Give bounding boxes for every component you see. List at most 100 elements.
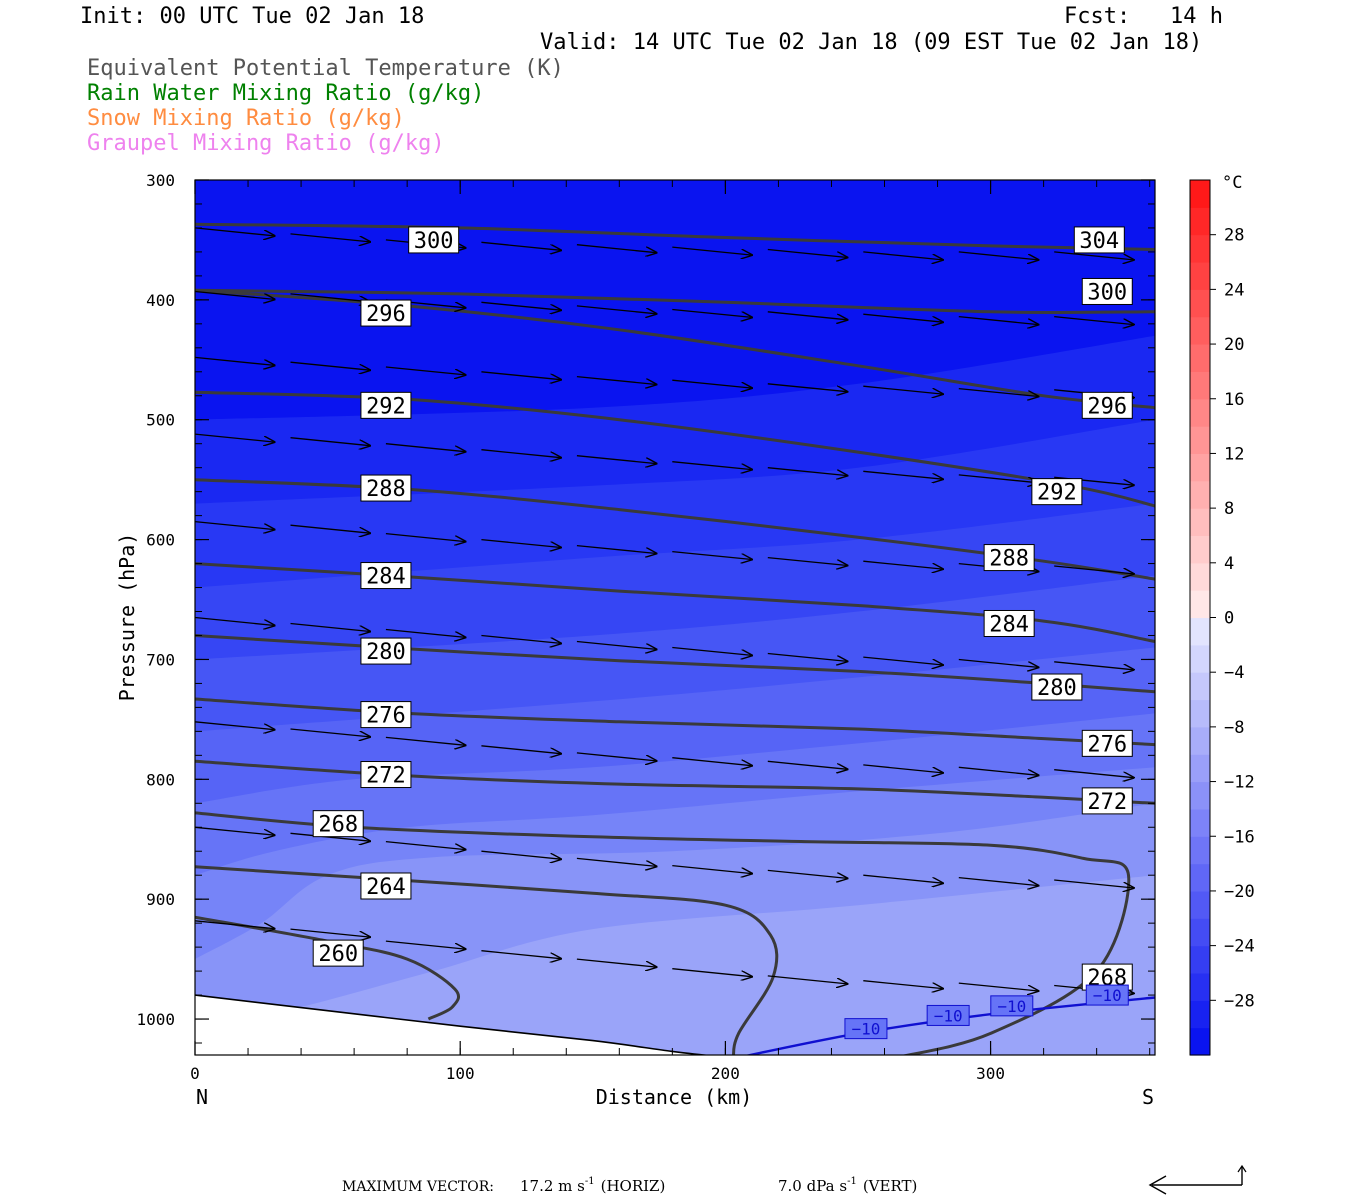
contour-label-300: 300: [1081, 277, 1133, 305]
wind-arrow: [958, 766, 1039, 775]
reference-vector-icon: [1148, 1164, 1247, 1195]
wind-arrow: [672, 550, 752, 560]
wind-arrow: [195, 920, 275, 929]
colorbar-band: [1190, 781, 1210, 810]
wind-arrow: [1054, 315, 1134, 325]
temperature-label: −10: [844, 1018, 888, 1040]
wind-arrow: [290, 361, 371, 370]
colorbar-band: [1190, 672, 1210, 701]
wind-arrow: [290, 233, 371, 242]
colorbar-tick-label: 16: [1224, 390, 1244, 410]
wind-arrow: [672, 461, 752, 470]
colorbar-tick-label: −28: [1224, 991, 1255, 1011]
colorbar-band: [1190, 808, 1210, 837]
wind-arrow: [672, 246, 752, 255]
y-tick-label: 1000: [136, 1010, 175, 1029]
forecast-hour: Fcst: 14 h: [1064, 4, 1223, 29]
contour-label-text: 276: [1087, 732, 1127, 757]
colorbar-band: [1190, 699, 1210, 728]
wind-arrow: [195, 433, 275, 442]
theta-e-contour-300: [195, 288, 1155, 315]
contour-label-text: 288: [989, 547, 1029, 572]
temperature-fill: [195, 180, 1155, 1055]
contour-label-288: 288: [983, 544, 1035, 572]
wind-arrow: [290, 437, 371, 446]
legend-item-rain: Rain Water Mixing Ratio (g/kg): [87, 81, 485, 106]
wind-vectors: [195, 227, 1134, 994]
valid-time: Valid: 14 UTC Tue 02 Jan 18 (09 EST Tue …: [540, 30, 1203, 55]
wind-arrow: [576, 305, 657, 314]
x-tick-label: 300: [976, 1064, 1005, 1083]
contour-label-text: 272: [1087, 790, 1127, 815]
contour-label-box: [1031, 673, 1083, 701]
wind-arrow: [481, 850, 561, 859]
wind-arrow: [481, 634, 561, 644]
colorbar-tick-label: 4: [1224, 554, 1234, 574]
wind-arrow: [576, 958, 657, 967]
wind-arrow: [863, 560, 943, 569]
y-axis-title: Pressure (hPa): [115, 533, 139, 702]
wind-arrow: [863, 764, 943, 773]
horiz-max-value: 17.2 m s: [520, 1177, 585, 1195]
temperature-label-box: [990, 995, 1034, 1017]
y-tick-label: 700: [146, 650, 175, 669]
contour-label-280: 280: [360, 637, 412, 665]
wind-arrow: [576, 375, 657, 385]
contour-label-box: [1081, 787, 1133, 815]
wind-arrow: [672, 864, 752, 874]
contour-label-box: [408, 226, 460, 254]
contour-label-272: 272: [1081, 787, 1133, 815]
colorbar-band: [1190, 754, 1210, 783]
wind-arrow: [672, 757, 752, 766]
colorbar-band: [1190, 1027, 1210, 1056]
wind-arrow: [481, 950, 561, 959]
legend-item-theta-e: Equivalent Potential Temperature (K): [87, 56, 564, 81]
contour-label-box: [1081, 729, 1133, 757]
contour-label-text: 284: [366, 565, 406, 590]
contour-label-box: [360, 872, 412, 900]
colorbar-band: [1190, 453, 1210, 482]
colorbar-band: [1190, 180, 1210, 208]
wind-arrow: [576, 857, 657, 866]
contour-label-text: 292: [366, 394, 406, 419]
temperature-label-text: −10: [997, 997, 1026, 1016]
wind-arrow: [481, 449, 561, 458]
colorbar-tick-label: 8: [1224, 499, 1234, 519]
colorbar-tick-label: −8: [1224, 718, 1244, 738]
wind-arrow: [1054, 251, 1134, 260]
colorbar-band: [1190, 890, 1210, 919]
temperature-label-box: [844, 1018, 888, 1040]
contour-label-284: 284: [983, 609, 1035, 637]
colorbar-band: [1190, 1000, 1210, 1029]
theta-e-contour-268: [195, 811, 1131, 1055]
contour-label-box: [1081, 391, 1133, 419]
contour-labels: 304 300 300 296 296 292 292 288 288 284 284 280 280 2…: [312, 226, 1133, 1040]
temperature-label-text: −10: [851, 1020, 880, 1039]
contour-label-text: 288: [366, 477, 406, 502]
wind-arrow: [481, 301, 561, 310]
contour-label-text: 296: [1087, 394, 1127, 419]
colorbar-band: [1190, 344, 1210, 372]
wind-arrow: [481, 241, 561, 250]
north-end-label: N: [196, 1085, 208, 1109]
wind-arrow: [1054, 769, 1134, 778]
colorbar-tick-label: −12: [1224, 773, 1255, 793]
wind-arrow: [863, 385, 943, 394]
contour-label-box: [1031, 478, 1083, 506]
contour-label-text: 260: [318, 942, 358, 967]
y-tick-label: 800: [146, 770, 175, 789]
colorbar-tick-label: 20: [1224, 335, 1244, 355]
colorbar-band: [1190, 562, 1210, 591]
contour-label-304: 304: [1073, 226, 1125, 254]
wind-arrow: [767, 869, 848, 878]
wind-arrow: [385, 736, 466, 745]
y-tick-label: 600: [146, 531, 175, 550]
fill-band-9: [195, 875, 1155, 1055]
vert-max-exponent: -1: [847, 1176, 857, 1187]
wind-arrow: [958, 251, 1039, 260]
horiz-max-vector: 17.2 m s-1 (HORIZ): [520, 1176, 665, 1195]
colorbar-tick-label: −24: [1224, 937, 1255, 957]
temperature-label: −10: [990, 995, 1034, 1017]
contour-label-292: 292: [1031, 478, 1083, 506]
